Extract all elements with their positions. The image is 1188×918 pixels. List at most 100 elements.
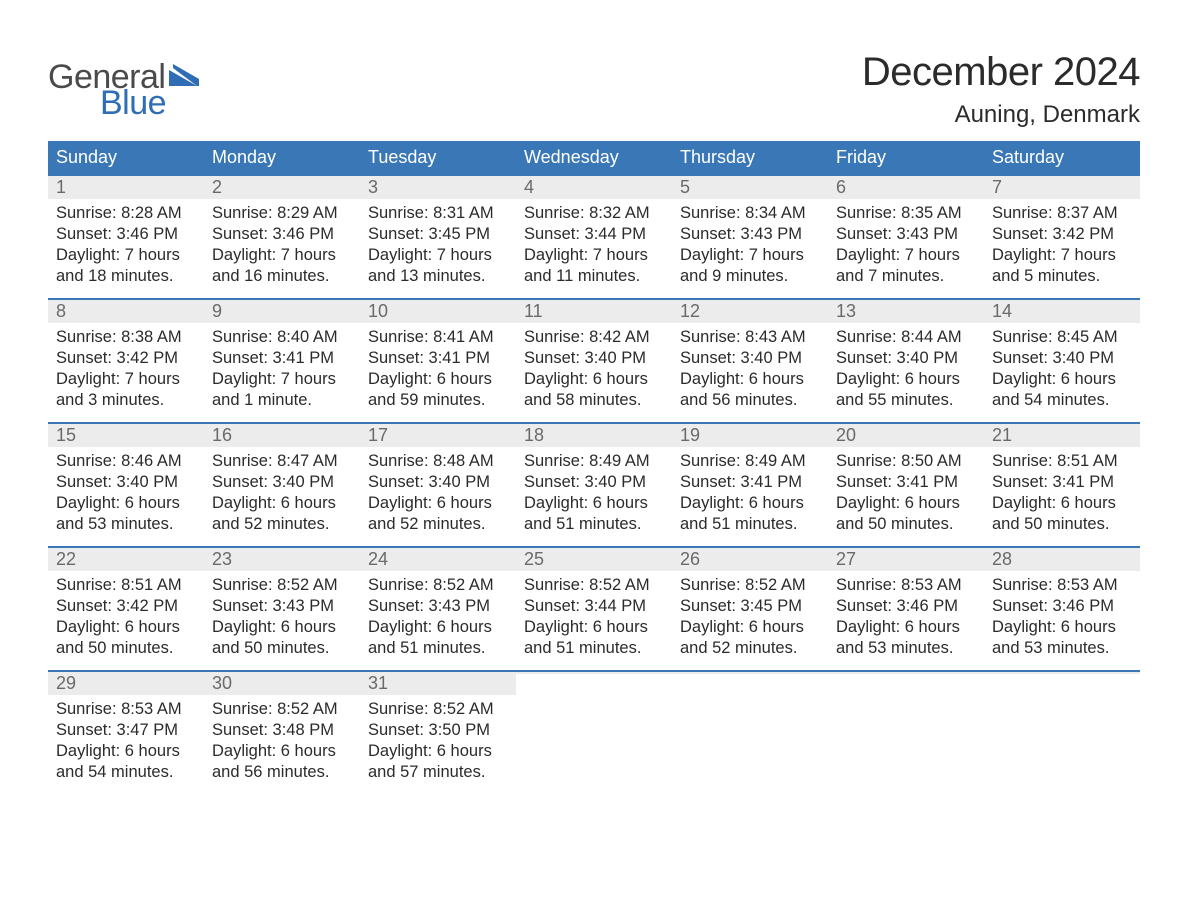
day-number-strip: 10 (360, 300, 516, 323)
day-number-strip: 5 (672, 176, 828, 199)
day-details: Sunrise: 8:37 AMSunset: 3:42 PMDaylight:… (992, 203, 1132, 287)
day-number: 17 (360, 424, 516, 447)
sunset-line: Sunset: 3:40 PM (56, 472, 196, 493)
day-number-strip: 23 (204, 548, 360, 571)
day-details: Sunrise: 8:46 AMSunset: 3:40 PMDaylight:… (56, 451, 196, 535)
month-title: December 2024 (862, 50, 1140, 95)
day-cell: 31Sunrise: 8:52 AMSunset: 3:50 PMDayligh… (360, 672, 516, 794)
sunrise-line: Sunrise: 8:52 AM (524, 575, 664, 596)
day-number: 6 (828, 176, 984, 199)
daylight-line: Daylight: 6 hours and 56 minutes. (212, 741, 352, 783)
daylight-line: Daylight: 6 hours and 57 minutes. (368, 741, 508, 783)
daylight-line: Daylight: 6 hours and 55 minutes. (836, 369, 976, 411)
sunset-line: Sunset: 3:44 PM (524, 596, 664, 617)
day-number-strip: 16 (204, 424, 360, 447)
day-details: Sunrise: 8:38 AMSunset: 3:42 PMDaylight:… (56, 327, 196, 411)
day-number: 4 (516, 176, 672, 199)
day-cell: 10 Sunrise: 8:41 AMSunset: 3:41 PMDayligh… (360, 300, 516, 422)
day-details: Sunrise: 8:53 AMSunset: 3:47 PMDaylight:… (56, 699, 196, 783)
day-cell: 3Sunrise: 8:31 AMSunset: 3:45 PMDaylight… (360, 176, 516, 298)
sunrise-line: Sunrise: 8:48 AM (368, 451, 508, 472)
daylight-line: Daylight: 6 hours and 58 minutes. (524, 369, 664, 411)
day-details: Sunrise: 8:47 AMSunset: 3:40 PMDaylight:… (212, 451, 352, 535)
weekday-wednesday: Wednesday (516, 141, 672, 174)
location-label: Auning, Denmark (862, 101, 1140, 129)
day-number-strip: 24 (360, 548, 516, 571)
day-cell: 26Sunrise: 8:52 AMSunset: 3:45 PMDayligh… (672, 548, 828, 670)
day-cell: 25Sunrise: 8:52 AMSunset: 3:44 PMDayligh… (516, 548, 672, 670)
day-number: 26 (672, 548, 828, 571)
day-cell: 1Sunrise: 8:28 AMSunset: 3:46 PMDaylight… (48, 176, 204, 298)
day-number: 21 (984, 424, 1140, 447)
day-details: Sunrise: 8:48 AMSunset: 3:40 PMDaylight:… (368, 451, 508, 535)
day-number-strip: 28 (984, 548, 1140, 571)
day-cell: 24Sunrise: 8:52 AMSunset: 3:43 PMDayligh… (360, 548, 516, 670)
day-number: 19 (672, 424, 828, 447)
day-number: 10 (360, 300, 516, 323)
calendar-grid: SundayMondayTuesdayWednesdayThursdayFrid… (48, 141, 1140, 794)
day-details: Sunrise: 8:49 AMSunset: 3:40 PMDaylight:… (524, 451, 664, 535)
day-details: Sunrise: 8:52 AMSunset: 3:50 PMDaylight:… (368, 699, 508, 783)
day-number: 25 (516, 548, 672, 571)
sunrise-line: Sunrise: 8:49 AM (680, 451, 820, 472)
weekday-tuesday: Tuesday (360, 141, 516, 174)
day-number: 7 (984, 176, 1140, 199)
day-cell: 13Sunrise: 8:44 AMSunset: 3:40 PMDayligh… (828, 300, 984, 422)
sunset-line: Sunset: 3:50 PM (368, 720, 508, 741)
day-cell: 21Sunrise: 8:51 AMSunset: 3:41 PMDayligh… (984, 424, 1140, 546)
day-cell: 9Sunrise: 8:40 AMSunset: 3:41 PMDaylight… (204, 300, 360, 422)
sunset-line: Sunset: 3:43 PM (836, 224, 976, 245)
sunset-line: Sunset: 3:40 PM (368, 472, 508, 493)
day-details: Sunrise: 8:50 AMSunset: 3:41 PMDaylight:… (836, 451, 976, 535)
sunrise-line: Sunrise: 8:53 AM (836, 575, 976, 596)
sunset-line: Sunset: 3:41 PM (212, 348, 352, 369)
day-number: 28 (984, 548, 1140, 571)
sunrise-line: Sunrise: 8:29 AM (212, 203, 352, 224)
sunset-line: Sunset: 3:43 PM (368, 596, 508, 617)
sunset-line: Sunset: 3:40 PM (524, 472, 664, 493)
day-details: Sunrise: 8:32 AMSunset: 3:44 PMDaylight:… (524, 203, 664, 287)
sunrise-line: Sunrise: 8:52 AM (212, 699, 352, 720)
day-cell: 29 Sunrise: 8:53 AMSunset: 3:47 PMDayligh… (48, 672, 204, 794)
sunset-line: Sunset: 3:46 PM (212, 224, 352, 245)
day-cell (672, 672, 828, 794)
day-cell: 27Sunrise: 8:53 AMSunset: 3:46 PMDayligh… (828, 548, 984, 670)
sunrise-line: Sunrise: 8:32 AM (524, 203, 664, 224)
sunset-line: Sunset: 3:40 PM (212, 472, 352, 493)
daylight-line: Daylight: 7 hours and 5 minutes. (992, 245, 1132, 287)
sunset-line: Sunset: 3:42 PM (56, 348, 196, 369)
day-number-strip (828, 672, 984, 674)
daylight-line: Daylight: 7 hours and 3 minutes. (56, 369, 196, 411)
day-cell: 23Sunrise: 8:52 AMSunset: 3:43 PMDayligh… (204, 548, 360, 670)
day-details: Sunrise: 8:41 AMSunset: 3:41 PMDaylight:… (368, 327, 508, 411)
daylight-line: Daylight: 6 hours and 54 minutes. (56, 741, 196, 783)
sunrise-line: Sunrise: 8:38 AM (56, 327, 196, 348)
weeks-container: 1Sunrise: 8:28 AMSunset: 3:46 PMDaylight… (48, 174, 1140, 794)
day-cell: 15Sunrise: 8:46 AMSunset: 3:40 PMDayligh… (48, 424, 204, 546)
day-details: Sunrise: 8:52 AMSunset: 3:48 PMDaylight:… (212, 699, 352, 783)
sunset-line: Sunset: 3:44 PM (524, 224, 664, 245)
daylight-line: Daylight: 6 hours and 50 minutes. (56, 617, 196, 659)
day-details: Sunrise: 8:31 AMSunset: 3:45 PMDaylight:… (368, 203, 508, 287)
weekday-header-row: SundayMondayTuesdayWednesdayThursdayFrid… (48, 141, 1140, 174)
day-cell: 19Sunrise: 8:49 AMSunset: 3:41 PMDayligh… (672, 424, 828, 546)
sunset-line: Sunset: 3:40 PM (524, 348, 664, 369)
sunset-line: Sunset: 3:48 PM (212, 720, 352, 741)
sunset-line: Sunset: 3:41 PM (680, 472, 820, 493)
day-number-strip (984, 672, 1140, 674)
day-cell: 28Sunrise: 8:53 AMSunset: 3:46 PMDayligh… (984, 548, 1140, 670)
day-number (672, 672, 828, 674)
day-details: Sunrise: 8:35 AMSunset: 3:43 PMDaylight:… (836, 203, 976, 287)
day-number-strip: 17 (360, 424, 516, 447)
daylight-line: Daylight: 6 hours and 53 minutes. (992, 617, 1132, 659)
day-details: Sunrise: 8:51 AMSunset: 3:42 PMDaylight:… (56, 575, 196, 659)
day-number: 27 (828, 548, 984, 571)
daylight-line: Daylight: 6 hours and 53 minutes. (836, 617, 976, 659)
day-cell: 22Sunrise: 8:51 AMSunset: 3:42 PMDayligh… (48, 548, 204, 670)
day-number-strip: 18 (516, 424, 672, 447)
weekday-sunday: Sunday (48, 141, 204, 174)
day-number: 29 (48, 672, 204, 695)
brand-logo: General Blue (48, 50, 203, 120)
sunrise-line: Sunrise: 8:43 AM (680, 327, 820, 348)
daylight-line: Daylight: 6 hours and 54 minutes. (992, 369, 1132, 411)
